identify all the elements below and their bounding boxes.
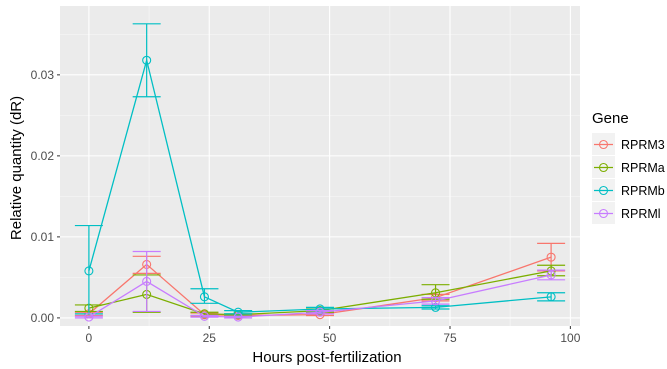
legend-key-point (598, 139, 609, 150)
series-line (88, 274, 552, 318)
data-point (199, 292, 209, 302)
legend-items: RPRM3 RPRMa RPRMb RPRMl (592, 133, 665, 224)
axes: 0 25 50 75 100 0.00 0.01 0.02 0.03 (31, 68, 581, 345)
legend-label: RPRM3 (621, 138, 665, 152)
x-tick-label: 0 (86, 331, 93, 345)
series-rprmb (74, 23, 566, 317)
data-point (546, 252, 556, 262)
legend-item-rprm3: RPRM3 (592, 133, 665, 155)
legend-label: RPRMa (621, 161, 665, 175)
series-rprml (74, 250, 566, 322)
y-tick-label: 0.03 (31, 68, 55, 82)
x-axis-title: Hours post-fertilization (252, 349, 401, 366)
y-tick-label: 0.02 (31, 149, 55, 163)
x-tick-label: 25 (203, 331, 217, 345)
legend-key-point (598, 185, 609, 196)
legend: Gene RPRM3 RPRMa RPRMb RPRMl (592, 110, 665, 224)
y-axis-title: Relative quantity (dR) (8, 96, 25, 240)
legend-key-point (598, 162, 609, 173)
legend-key-point (598, 208, 609, 219)
data-point (199, 311, 209, 321)
plot-panel (60, 6, 580, 326)
data-point (84, 312, 94, 322)
x-tick-label: 75 (443, 331, 457, 345)
data-point (84, 266, 94, 276)
y-tick-label: 0.01 (31, 230, 55, 244)
grid-lines (60, 6, 580, 326)
series-line (88, 57, 552, 313)
legend-item-rprml: RPRMl (592, 202, 661, 224)
legend-item-rprmb: RPRMb (592, 179, 665, 201)
panel-background (60, 6, 580, 326)
x-tick-label: 100 (560, 331, 580, 345)
data-point (142, 276, 152, 286)
series-layer (74, 23, 566, 322)
data-point (315, 307, 325, 317)
legend-label: RPRMl (621, 207, 661, 221)
legend-title: Gene (592, 110, 629, 127)
data-point (546, 292, 556, 302)
legend-item-rprma: RPRMa (592, 156, 665, 178)
y-tick-label: 0.00 (31, 311, 55, 325)
x-tick-label: 50 (323, 331, 337, 345)
data-point (142, 55, 152, 65)
data-point (431, 296, 441, 306)
data-point (233, 312, 243, 322)
legend-label: RPRMb (621, 184, 665, 198)
data-point (546, 270, 556, 280)
